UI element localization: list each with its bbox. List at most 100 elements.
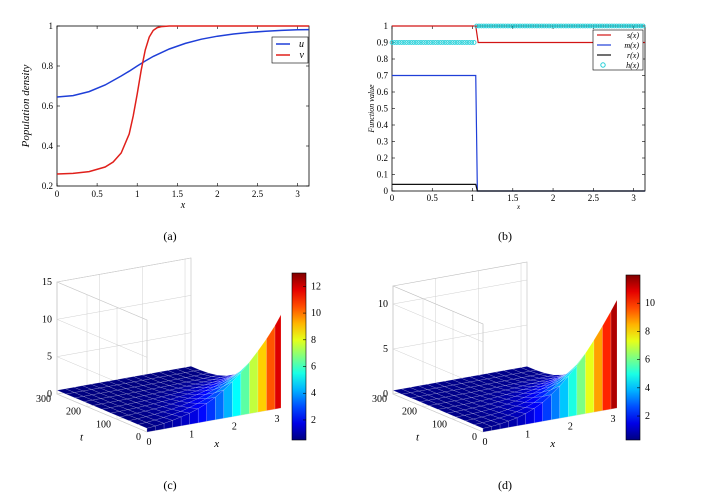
y-tick-label: 1 (384, 21, 389, 31)
series-3-marker (575, 23, 581, 29)
series-3-marker (399, 40, 405, 45)
y-tick-label: 0.3 (377, 137, 389, 147)
series-3-marker (614, 23, 620, 29)
series-3-marker (464, 40, 470, 45)
series-3-marker (437, 40, 443, 45)
series-3-marker (445, 40, 450, 45)
y-tick-label: 0.4 (377, 120, 389, 130)
series-3-marker (396, 40, 402, 45)
series-3-marker (411, 40, 417, 45)
colorbar-tick-label: 10 (645, 298, 655, 309)
series-3-marker (522, 23, 528, 29)
series-3-marker (423, 40, 429, 45)
series-3-marker (527, 23, 533, 29)
surface-front-patch (585, 339, 595, 414)
series-3-marker (595, 23, 600, 29)
series-3-marker (599, 23, 605, 29)
x-tick-label: 1.5 (507, 193, 519, 203)
series-3-marker (563, 23, 569, 29)
legend-label-1: m(x) (624, 41, 639, 50)
legend-box (271, 36, 309, 64)
z-tick-label: 15 (42, 277, 52, 288)
series-3-marker (471, 40, 477, 45)
series-3-marker (549, 23, 554, 29)
x-tick-label: 0.5 (91, 189, 103, 199)
series-3-marker (602, 23, 607, 29)
legend-label-0: s(x) (627, 31, 639, 40)
x-tick-label: 1 (525, 429, 530, 440)
series-3-marker (505, 23, 511, 29)
series-3-marker (404, 40, 409, 45)
y-tick-label: 0.2 (42, 181, 53, 191)
series-3-marker (541, 23, 547, 29)
x-tick-label: 0.5 (427, 193, 439, 203)
surface (56, 314, 282, 433)
surface-front-patch (593, 325, 603, 413)
colorbar-tick-label: 10 (311, 308, 321, 319)
colorbar-tick-label: 4 (645, 383, 650, 394)
series-3-marker (462, 40, 467, 45)
series-3-marker (454, 40, 460, 45)
series-3-marker (406, 40, 412, 45)
colorbar-tick-label: 6 (311, 362, 316, 373)
series-3-marker (491, 23, 496, 29)
series-3-marker (517, 23, 523, 29)
series-3-marker (604, 23, 610, 29)
series-3-marker (433, 40, 438, 45)
x-tick-label: 3 (611, 414, 616, 425)
series-3-marker (590, 23, 595, 29)
t-tick-label: 200 (66, 407, 81, 418)
series-3-marker (529, 23, 535, 29)
z-grid-line (392, 279, 528, 343)
series-3-marker (498, 23, 504, 29)
series-3-marker (539, 23, 545, 29)
y-tick-label: 0.8 (42, 61, 54, 71)
z-tick-label: 5 (383, 344, 388, 355)
series-3-marker (520, 23, 525, 29)
series-3-marker (459, 40, 465, 45)
series-3-marker (573, 23, 578, 29)
series-3-marker (469, 40, 475, 45)
series-0-line (392, 25, 645, 44)
t-tick-label: 200 (402, 407, 417, 418)
legend-label-1: v (300, 50, 305, 61)
x-tick-label: 3 (295, 189, 300, 199)
surface (392, 299, 618, 433)
series-3-marker (486, 23, 491, 29)
legend-label-2: r(x) (627, 51, 639, 60)
series-3-marker (585, 23, 591, 29)
x-tick-label: 2 (568, 422, 573, 433)
series-3-marker (452, 40, 458, 45)
series-3-marker (551, 23, 557, 29)
panel-d-caption: (d) (498, 478, 512, 492)
surface-front-patch (266, 324, 276, 411)
series-3-marker (421, 40, 426, 45)
y-tick-label: 0 (384, 186, 389, 196)
x-tick-label: 0 (147, 437, 152, 448)
series-3-marker (638, 23, 644, 29)
t-axis-label: t (80, 432, 84, 444)
series-3-marker (532, 23, 537, 29)
series-3-marker (592, 23, 598, 29)
x-tick-label: 2.5 (252, 189, 264, 199)
series-3-marker (508, 23, 513, 29)
series-3-marker (621, 23, 627, 29)
panel-b-caption: (b) (498, 229, 512, 243)
series-3-marker (500, 23, 506, 29)
series-3-marker (481, 23, 487, 29)
series-3-marker (389, 40, 395, 45)
t-tick-label: 300 (372, 394, 387, 405)
x-tick-label: 0 (55, 189, 60, 199)
legend-marker-3 (600, 62, 606, 68)
t-tick-label: 0 (136, 432, 141, 443)
x-tick-label: 0 (483, 437, 488, 448)
x-tick-label: 2.5 (588, 193, 600, 203)
surface-front-patch (274, 314, 282, 410)
series-3-marker (474, 23, 479, 29)
panel-c-caption: (c) (163, 478, 176, 492)
series-3-marker (392, 40, 397, 45)
series-3-marker (408, 40, 414, 45)
y-tick-label: 0.8 (377, 54, 389, 64)
y-tick-label: 0.4 (42, 141, 54, 151)
